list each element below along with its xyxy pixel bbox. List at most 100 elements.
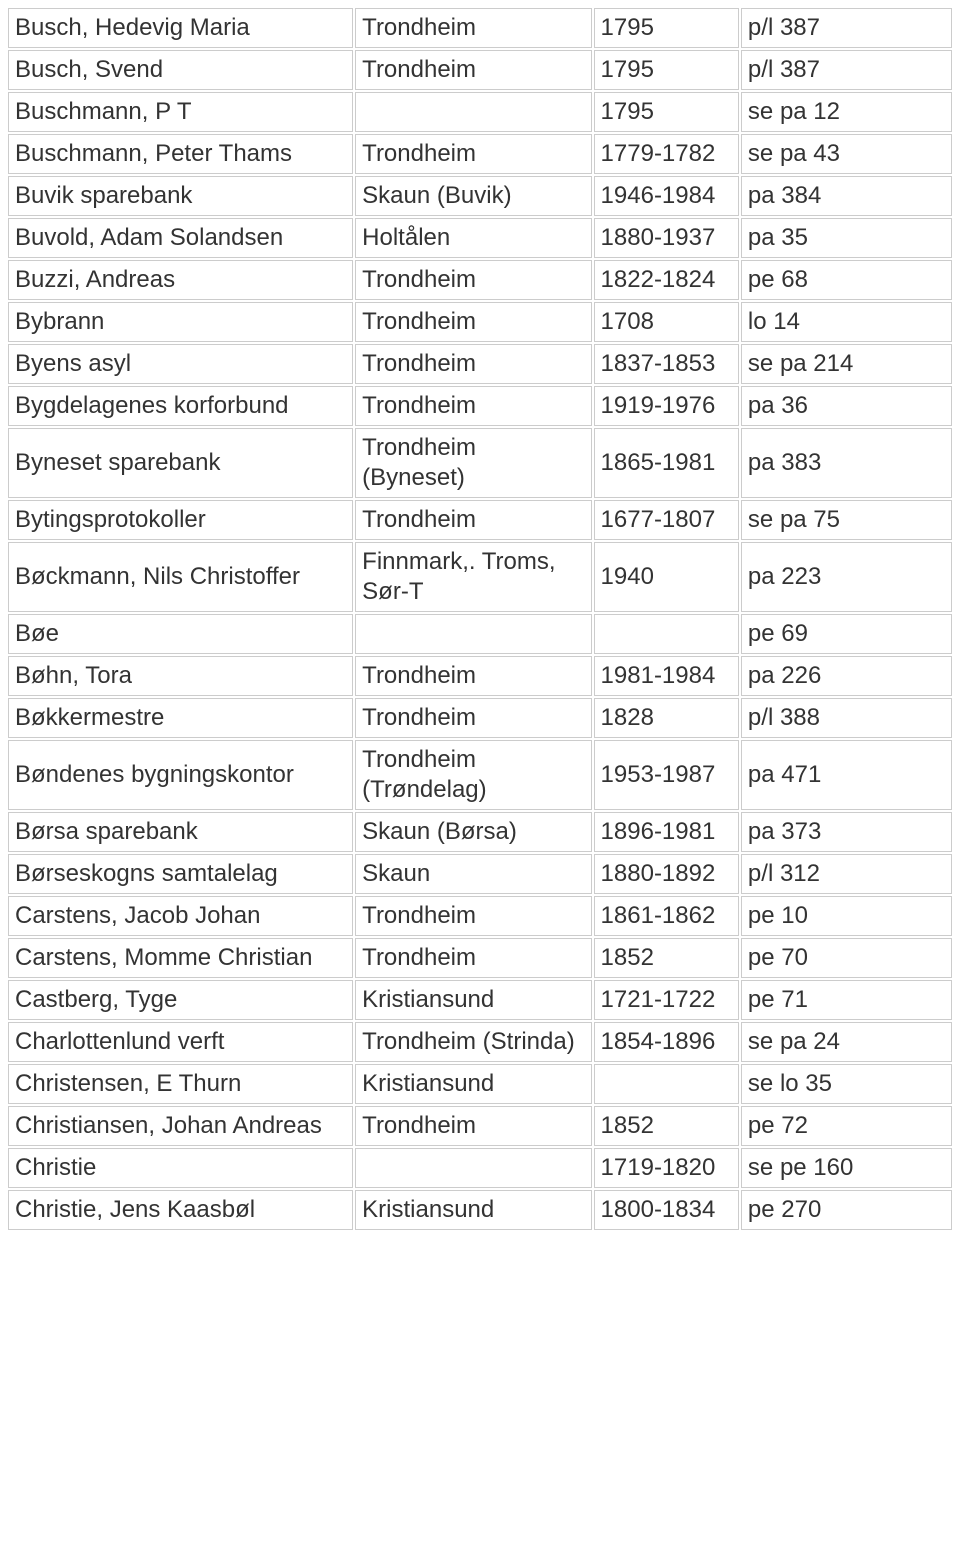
name-cell: Christie, Jens Kaasbøl bbox=[8, 1190, 353, 1230]
table-row: BøkkermestreTrondheim1828p/l 388 bbox=[8, 698, 952, 738]
place-cell: Trondheim bbox=[355, 302, 591, 342]
years-cell bbox=[594, 1064, 739, 1104]
name-cell: Bøndenes bygningskontor bbox=[8, 740, 353, 810]
years-cell: 1852 bbox=[594, 938, 739, 978]
name-cell: Bøhn, Tora bbox=[8, 656, 353, 696]
name-cell: Christiansen, Johan Andreas bbox=[8, 1106, 353, 1146]
name-cell: Carstens, Jacob Johan bbox=[8, 896, 353, 936]
ref-cell: p/l 387 bbox=[741, 50, 952, 90]
years-cell: 1861-1862 bbox=[594, 896, 739, 936]
years-cell: 1981-1984 bbox=[594, 656, 739, 696]
place-cell: Trondheim bbox=[355, 344, 591, 384]
place-cell: Trondheim bbox=[355, 8, 591, 48]
table-row: Bøndenes bygningskontorTrondheim (Trønde… bbox=[8, 740, 952, 810]
ref-cell: pe 71 bbox=[741, 980, 952, 1020]
place-cell bbox=[355, 614, 591, 654]
years-cell: 1865-1981 bbox=[594, 428, 739, 498]
ref-cell: pa 226 bbox=[741, 656, 952, 696]
ref-cell: pa 471 bbox=[741, 740, 952, 810]
table-row: Christie 1719-1820se pe 160 bbox=[8, 1148, 952, 1188]
years-cell: 1708 bbox=[594, 302, 739, 342]
years-cell: 1852 bbox=[594, 1106, 739, 1146]
place-cell: Holtålen bbox=[355, 218, 591, 258]
place-cell: Finnmark,. Troms, Sør-T bbox=[355, 542, 591, 612]
name-cell: Bøkkermestre bbox=[8, 698, 353, 738]
place-cell bbox=[355, 1148, 591, 1188]
table-row: Carstens, Momme ChristianTrondheim1852pe… bbox=[8, 938, 952, 978]
years-cell: 1800-1834 bbox=[594, 1190, 739, 1230]
years-cell: 1940 bbox=[594, 542, 739, 612]
place-cell: Skaun (Buvik) bbox=[355, 176, 591, 216]
place-cell: Kristiansund bbox=[355, 980, 591, 1020]
name-cell: Charlottenlund verft bbox=[8, 1022, 353, 1062]
ref-cell: pa 36 bbox=[741, 386, 952, 426]
place-cell: Kristiansund bbox=[355, 1064, 591, 1104]
ref-cell: se pa 214 bbox=[741, 344, 952, 384]
ref-cell: p/l 387 bbox=[741, 8, 952, 48]
years-cell: 1828 bbox=[594, 698, 739, 738]
years-cell: 1919-1976 bbox=[594, 386, 739, 426]
ref-cell: pe 72 bbox=[741, 1106, 952, 1146]
table-row: Charlottenlund verftTrondheim (Strinda)1… bbox=[8, 1022, 952, 1062]
ref-cell: pe 10 bbox=[741, 896, 952, 936]
table-row: Buzzi, AndreasTrondheim1822-1824pe 68 bbox=[8, 260, 952, 300]
place-cell: Trondheim (Trøndelag) bbox=[355, 740, 591, 810]
ref-cell: lo 14 bbox=[741, 302, 952, 342]
name-cell: Bygdelagenes korforbund bbox=[8, 386, 353, 426]
name-cell: Busch, Hedevig Maria bbox=[8, 8, 353, 48]
name-cell: Bybrann bbox=[8, 302, 353, 342]
table-row: Bygdelagenes korforbundTrondheim1919-197… bbox=[8, 386, 952, 426]
years-cell: 1719-1820 bbox=[594, 1148, 739, 1188]
table-row: Christensen, E ThurnKristiansundse lo 35 bbox=[8, 1064, 952, 1104]
ref-cell: pa 383 bbox=[741, 428, 952, 498]
place-cell: Trondheim bbox=[355, 50, 591, 90]
ref-cell: pe 70 bbox=[741, 938, 952, 978]
ref-cell: pa 35 bbox=[741, 218, 952, 258]
place-cell: Skaun (Børsa) bbox=[355, 812, 591, 852]
table-row: Børsa sparebankSkaun (Børsa)1896-1981pa … bbox=[8, 812, 952, 852]
years-cell: 1721-1722 bbox=[594, 980, 739, 1020]
place-cell: Kristiansund bbox=[355, 1190, 591, 1230]
name-cell: Christensen, E Thurn bbox=[8, 1064, 353, 1104]
table-row: Buvik sparebankSkaun (Buvik)1946-1984pa … bbox=[8, 176, 952, 216]
place-cell: Trondheim (Byneset) bbox=[355, 428, 591, 498]
years-cell: 1837-1853 bbox=[594, 344, 739, 384]
name-cell: Børsa sparebank bbox=[8, 812, 353, 852]
years-cell: 1896-1981 bbox=[594, 812, 739, 852]
years-cell: 1795 bbox=[594, 92, 739, 132]
years-cell: 1795 bbox=[594, 8, 739, 48]
table-row: Byens asylTrondheim1837-1853se pa 214 bbox=[8, 344, 952, 384]
name-cell: Bytingsprotokoller bbox=[8, 500, 353, 540]
ref-cell: pa 373 bbox=[741, 812, 952, 852]
table-row: Busch, Hedevig MariaTrondheim1795p/l 387 bbox=[8, 8, 952, 48]
name-cell: Byens asyl bbox=[8, 344, 353, 384]
ref-cell: se pe 160 bbox=[741, 1148, 952, 1188]
name-cell: Christie bbox=[8, 1148, 353, 1188]
archive-table-body: Busch, Hedevig MariaTrondheim1795p/l 387… bbox=[8, 8, 952, 1230]
years-cell: 1880-1937 bbox=[594, 218, 739, 258]
years-cell: 1795 bbox=[594, 50, 739, 90]
table-row: Bøepe 69 bbox=[8, 614, 952, 654]
table-row: Byneset sparebankTrondheim (Byneset)1865… bbox=[8, 428, 952, 498]
table-row: Børseskogns samtalelagSkaun1880-1892p/l … bbox=[8, 854, 952, 894]
table-row: Bøhn, ToraTrondheim1981-1984pa 226 bbox=[8, 656, 952, 696]
table-row: Carstens, Jacob JohanTrondheim1861-1862p… bbox=[8, 896, 952, 936]
place-cell: Trondheim bbox=[355, 896, 591, 936]
place-cell: Trondheim bbox=[355, 386, 591, 426]
ref-cell: se pa 75 bbox=[741, 500, 952, 540]
ref-cell: p/l 312 bbox=[741, 854, 952, 894]
table-row: Buschmann, Peter ThamsTrondheim1779-1782… bbox=[8, 134, 952, 174]
place-cell: Trondheim (Strinda) bbox=[355, 1022, 591, 1062]
place-cell: Trondheim bbox=[355, 656, 591, 696]
ref-cell: pe 270 bbox=[741, 1190, 952, 1230]
years-cell: 1854-1896 bbox=[594, 1022, 739, 1062]
years-cell: 1779-1782 bbox=[594, 134, 739, 174]
table-row: Buvold, Adam SolandsenHoltålen1880-1937p… bbox=[8, 218, 952, 258]
place-cell: Trondheim bbox=[355, 938, 591, 978]
name-cell: Buvik sparebank bbox=[8, 176, 353, 216]
years-cell: 1677-1807 bbox=[594, 500, 739, 540]
name-cell: Castberg, Tyge bbox=[8, 980, 353, 1020]
ref-cell: se pa 24 bbox=[741, 1022, 952, 1062]
table-row: Christiansen, Johan AndreasTrondheim1852… bbox=[8, 1106, 952, 1146]
table-row: Busch, SvendTrondheim1795p/l 387 bbox=[8, 50, 952, 90]
